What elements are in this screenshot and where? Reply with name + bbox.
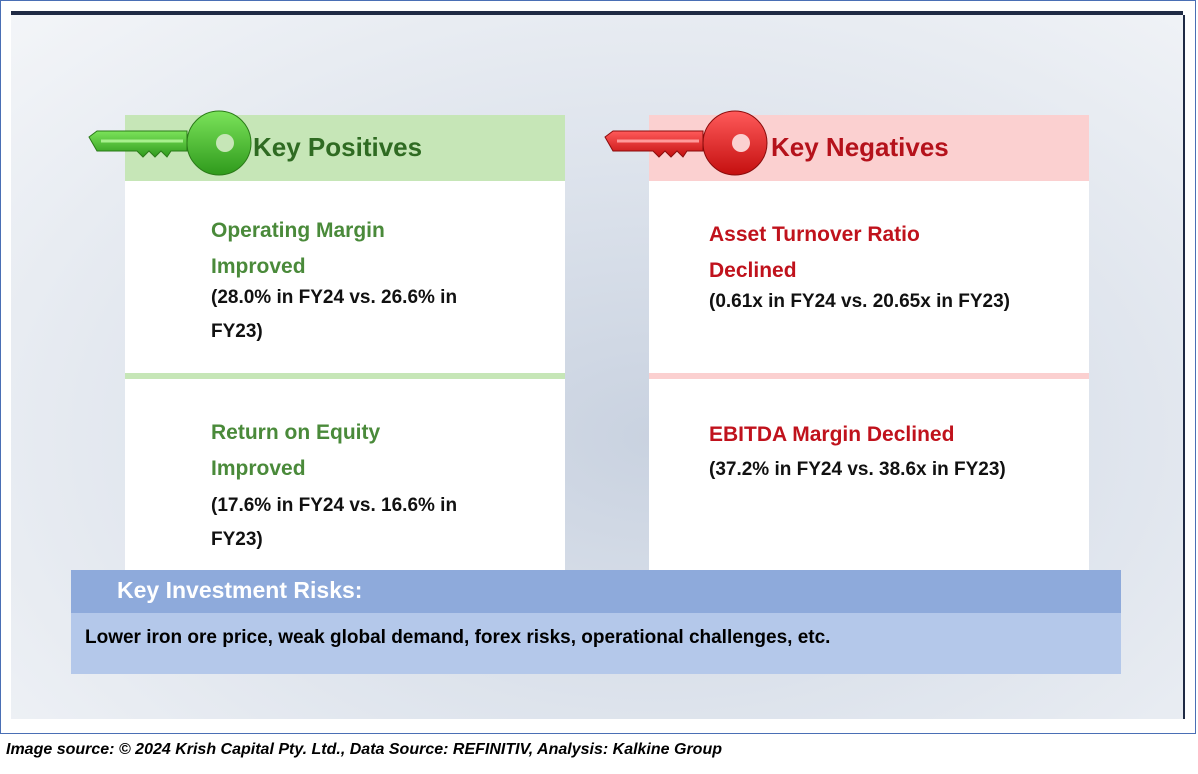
key-negatives-title: Key Negatives [771,132,949,162]
key-negatives-header: Key Negatives [604,110,1089,181]
green-key-icon [88,110,252,176]
investment-risks-panel: Key Investment Risks: Lower iron ore pri… [71,570,1121,674]
positive-divider [125,373,565,379]
positive-card-title: Return on Equity Improved [211,421,381,480]
negative-card-detail: (37.2% in FY24 vs. 38.6x in FY23) [709,459,1006,480]
positive-card-detail: (17.6% in FY24 vs. 16.6% in FY23) [211,495,458,550]
positive-card: Return on Equity Improved (17.6% in FY24… [125,379,565,585]
investment-risks-body: Lower iron ore price, weak global demand… [71,613,1121,674]
positive-card-title: Operating Margin Improved [211,219,385,278]
negative-card: EBITDA Margin Declined (37.2% in FY24 vs… [649,379,1089,585]
investment-risks-text: Lower iron ore price, weak global demand… [85,627,831,648]
negative-card-detail: (0.61x in FY24 vs. 20.65x in FY23) [709,291,1010,312]
negative-card-title: Asset Turnover Ratio Declined [709,223,920,282]
source-footer: Image source: © 2024 Krish Capital Pty. … [6,741,722,758]
negative-card-title: EBITDA Margin Declined [709,423,955,446]
key-positives-title: Key Positives [253,132,423,162]
top-bar [11,11,1183,15]
negative-card: Asset Turnover Ratio Declined (0.61x in … [649,181,1089,373]
positive-card-detail: (28.0% in FY24 vs. 26.6% in FY23) [211,287,458,342]
red-key-icon [604,110,768,176]
key-negatives-column: Key Negatives Asset Turnover Ratio Decli… [604,110,1089,585]
key-positives-header: Key Positives [88,110,565,181]
key-positives-column: Key Positives Operating Margin Improved … [88,110,565,585]
infographic-frame: Key Positives Operating Margin Improved … [0,0,1196,734]
negative-divider [649,373,1089,379]
investment-risks-header: Key Investment Risks: [71,570,1121,613]
investment-risks-title: Key Investment Risks: [117,577,363,603]
positive-card: Operating Margin Improved (28.0% in FY24… [125,181,565,373]
